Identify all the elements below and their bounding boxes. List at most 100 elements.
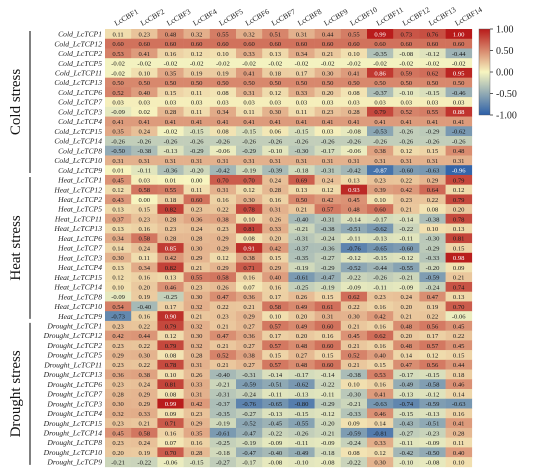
cell-value: 0.33 (243, 51, 255, 58)
cell-value: 0.50 (296, 197, 308, 204)
heatmap-cell (209, 427, 237, 438)
heatmap-cell (419, 398, 446, 409)
cell-value: 0.50 (243, 80, 255, 87)
heatmap-cell (157, 330, 184, 341)
heatmap-cell (340, 194, 368, 205)
cell-value: -0.02 (164, 129, 178, 136)
cell-value: 0.15 (374, 362, 386, 369)
heatmap-cell (314, 301, 342, 312)
heatmap-cell (445, 320, 473, 331)
row-label: Cold_LcTCP13 (54, 78, 102, 87)
heatmap-cell (314, 194, 342, 205)
heatmap-cell (157, 281, 184, 293)
cell-value: -0.51 (347, 226, 361, 233)
cell-value: 0.38 (139, 372, 151, 379)
heatmap-cell (288, 252, 315, 263)
cell-value: -0.25 (295, 284, 309, 291)
column-label: LcCBF9 (322, 7, 349, 28)
heatmap-cell (314, 320, 342, 331)
heatmap-cell (340, 29, 368, 40)
heatmap-cell (209, 418, 237, 429)
heatmap-cell (445, 272, 473, 283)
cell-value: 0.30 (191, 333, 203, 340)
cell-value: -0.13 (426, 411, 440, 418)
heatmap-cell (367, 359, 394, 370)
heatmap-cell (131, 252, 158, 263)
cell-value: 0.70 (165, 450, 177, 457)
cell-value: -0.45 (268, 421, 282, 428)
cell-value: 0.71 (165, 421, 177, 428)
cell-value: 0.21 (191, 265, 203, 272)
cell-value: 0.20 (401, 333, 413, 340)
heatmap-cell (445, 418, 473, 429)
cell-value: 0.03 (348, 100, 360, 107)
row-label: Drought_LcTCP13 (43, 370, 103, 379)
cell-value: 0.30 (191, 294, 203, 301)
heatmap-cell (367, 136, 394, 147)
heatmap-cell (419, 272, 446, 283)
heatmap-cell (314, 97, 342, 108)
heatmap-cell (314, 243, 342, 254)
cell-value: 0.10 (348, 382, 360, 389)
heatmap-cell (314, 145, 342, 156)
cell-value: -0.61 (216, 430, 230, 437)
cell-value: 0.03 (139, 100, 151, 107)
cell-value: -0.26 (295, 138, 309, 145)
cell-value: 0.24 (139, 440, 151, 447)
cell-value: 0.28 (165, 216, 177, 223)
cell-value: 0.60 (191, 197, 203, 204)
cell-value: 0.31 (139, 158, 151, 165)
heatmap-cell (445, 48, 473, 59)
cell-value: 0.14 (453, 391, 465, 398)
cell-value: -0.40 (295, 216, 309, 223)
heatmap-cell (340, 457, 368, 468)
heatmap-cell (367, 155, 394, 166)
cell-value: 0.71 (243, 265, 255, 272)
heatmap-cell (209, 252, 237, 263)
heatmap-cell (157, 252, 184, 263)
column-label: LcCBF7 (270, 7, 297, 28)
cell-value: 0.29 (191, 421, 203, 428)
heatmap-cell (105, 87, 132, 98)
heatmap-cell (314, 223, 342, 234)
cell-value: 0.79 (374, 109, 386, 116)
heatmap-cell (445, 87, 473, 98)
cell-value: -0.24 (242, 391, 256, 398)
cell-value: 0.24 (139, 245, 151, 252)
heatmap-cell (209, 204, 237, 215)
cell-value: -0.46 (452, 90, 466, 97)
cell-value: 0.28 (270, 187, 282, 194)
cell-value: 0.28 (191, 236, 203, 243)
cell-value: 0.20 (270, 236, 282, 243)
heatmap-cell (236, 155, 263, 166)
cell-value: 0.41 (165, 119, 177, 126)
cell-value: 0.29 (270, 265, 282, 272)
heatmap-cell (131, 58, 158, 69)
cell-value: 0.03 (427, 100, 439, 107)
heatmap-cell (288, 398, 315, 409)
heatmap-cell (445, 408, 473, 419)
cell-value: -0.44 (373, 265, 387, 272)
heatmap-cell (157, 38, 184, 49)
heatmap-cell (445, 184, 473, 195)
cell-value: 0.30 (270, 109, 282, 116)
cell-value: -0.13 (399, 391, 413, 398)
heatmap-cell (419, 155, 446, 166)
cell-value: -0.24 (347, 440, 361, 447)
heatmap-cell (314, 457, 342, 468)
heatmap-cell (236, 106, 263, 117)
cell-value: -0.37 (373, 90, 387, 97)
heatmap-cell (367, 457, 394, 468)
cell-value: 0.41 (243, 119, 255, 126)
heatmap-cell (262, 252, 289, 263)
cell-value: 0.24 (270, 177, 282, 184)
heatmap-cell (445, 447, 473, 458)
heatmap-cell (314, 38, 342, 49)
cell-value: 0.30 (112, 401, 124, 408)
heatmap-cell (445, 243, 473, 254)
cell-value: 0.41 (322, 119, 334, 126)
cell-value: -0.06 (452, 314, 466, 321)
heatmap-cell (288, 418, 315, 429)
cell-value: 0.12 (165, 333, 177, 340)
cell-value: -0.08 (268, 460, 282, 467)
